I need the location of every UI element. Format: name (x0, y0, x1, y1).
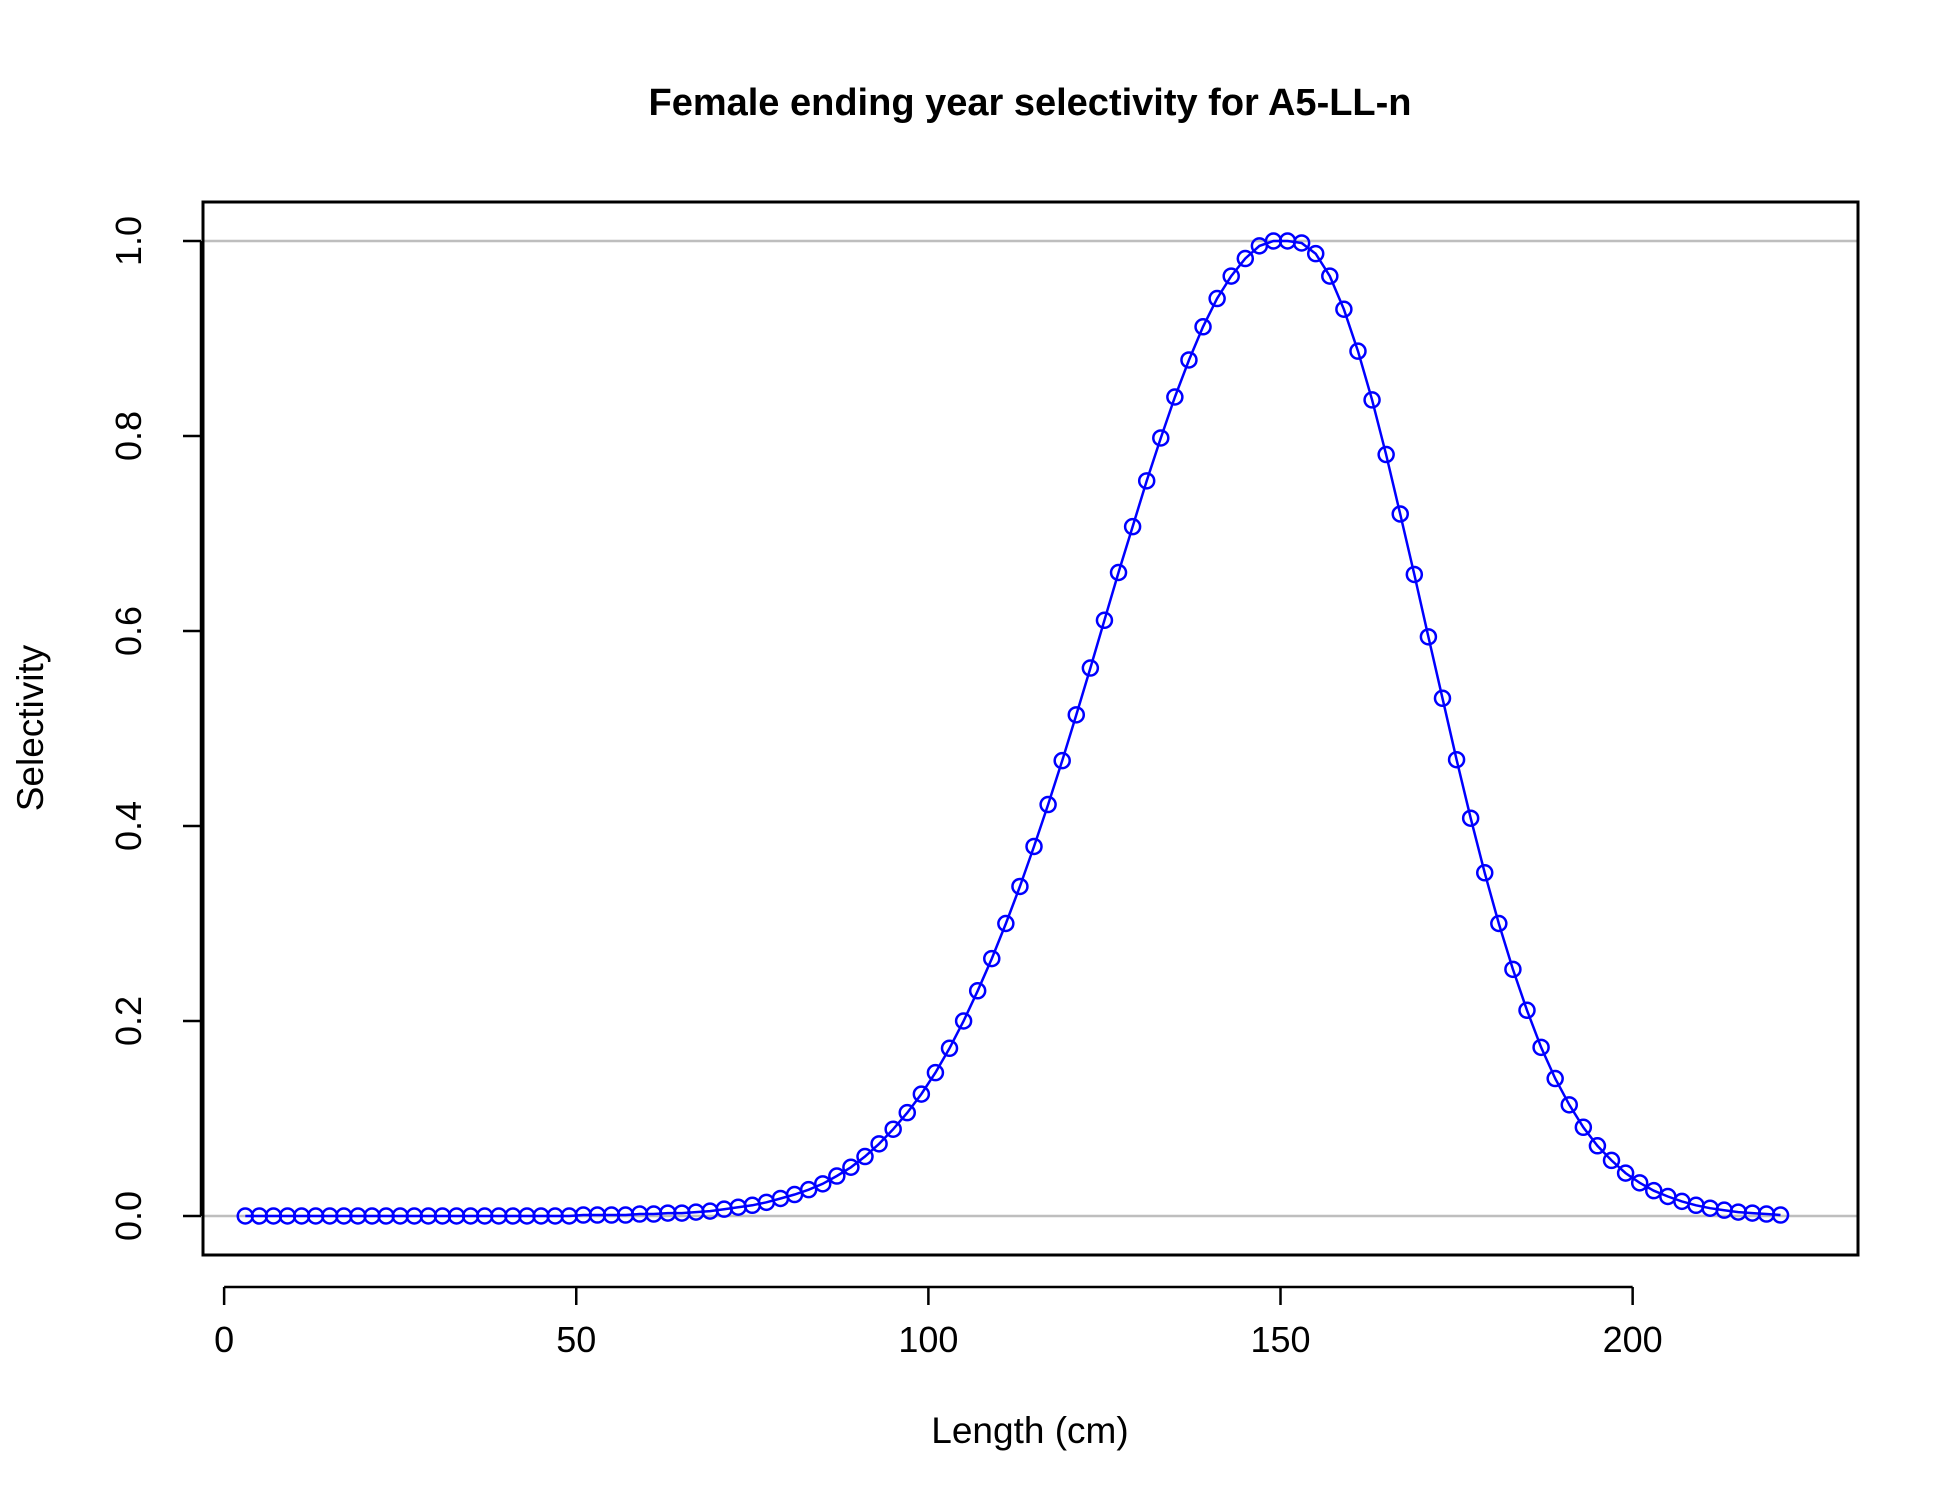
data-point (1771, 1206, 1790, 1224)
data-point (1349, 342, 1367, 360)
data-point (983, 949, 1001, 968)
data-point (1053, 751, 1071, 770)
data-point (1490, 914, 1508, 933)
y-tick-label-3: 0.6 (108, 606, 149, 656)
y-tick-label-1: 0.2 (108, 996, 149, 1046)
data-point (813, 1175, 832, 1193)
data-point (1616, 1164, 1635, 1182)
data-point (1447, 750, 1466, 769)
data-point (1208, 289, 1226, 308)
data-point (1306, 244, 1325, 263)
x-tick-label-0: 0 (214, 1319, 234, 1360)
plot-frame (201, 200, 1860, 1257)
data-point (1602, 1151, 1621, 1170)
data-point (1011, 877, 1029, 896)
data-point (1180, 351, 1198, 369)
x-axis-label: Length (cm) (931, 1410, 1128, 1451)
y-tick-label-0: 0.0 (108, 1191, 149, 1241)
data-point (1588, 1137, 1607, 1155)
data-point (1433, 689, 1452, 708)
data-point (842, 1158, 860, 1176)
y-axis-label: Selectivity (10, 644, 51, 811)
data-point (1335, 300, 1353, 318)
data-point (1405, 565, 1424, 584)
data-point (898, 1103, 917, 1122)
data-point (1391, 505, 1409, 523)
data-point (940, 1039, 959, 1058)
x-tick-label-2: 100 (898, 1319, 958, 1360)
data-point (1645, 1181, 1663, 1200)
data-point (1475, 864, 1494, 882)
x-tick-label-4: 200 (1603, 1319, 1663, 1360)
data-point (1025, 837, 1043, 856)
data-point (1166, 388, 1184, 406)
data-point (1067, 706, 1086, 724)
y-axis: 0.0 0.2 0.4 0.6 0.8 1.0 (108, 216, 203, 1241)
data-point (1363, 391, 1381, 409)
data-point (1419, 628, 1438, 646)
data-point (1574, 1118, 1593, 1137)
data-point (1321, 267, 1339, 285)
x-tick-label-3: 150 (1250, 1319, 1310, 1360)
data-point (1560, 1096, 1579, 1114)
data-point (1123, 517, 1142, 536)
data-point (828, 1167, 846, 1185)
data-point (1194, 318, 1212, 336)
data-point (968, 982, 987, 1000)
data-point (1377, 445, 1395, 464)
x-tick-label-1: 50 (556, 1319, 596, 1360)
data-point (884, 1120, 902, 1138)
y-tick-label-4: 0.8 (108, 411, 149, 461)
data-point (1630, 1174, 1649, 1192)
data-point (954, 1012, 973, 1030)
y-tick-label-2: 0.4 (108, 801, 149, 851)
data-point (1504, 960, 1522, 979)
data-point (1095, 611, 1114, 630)
data-point (912, 1085, 931, 1103)
data-point (1236, 249, 1255, 268)
data-point (1222, 267, 1240, 285)
data-point (1461, 809, 1480, 827)
data-point (799, 1180, 818, 1199)
data-point (1152, 429, 1170, 447)
data-point (856, 1147, 874, 1166)
data-point (1518, 1001, 1536, 1020)
data-point (997, 914, 1015, 933)
y-tick-label-5: 1.0 (108, 216, 149, 266)
data-point (1292, 234, 1311, 252)
data-point (926, 1063, 945, 1082)
data-point (1137, 472, 1156, 490)
data-point (1532, 1038, 1550, 1057)
data-point (1081, 659, 1100, 677)
series-layer (236, 232, 1790, 1225)
data-point (1109, 563, 1128, 582)
data-point (870, 1135, 888, 1153)
data-point (1039, 795, 1057, 814)
chart-title: Female ending year selectivity for A5-LL… (648, 82, 1411, 124)
x-axis: 0 50 100 150 200 (214, 1285, 1663, 1360)
data-point (1546, 1069, 1564, 1088)
